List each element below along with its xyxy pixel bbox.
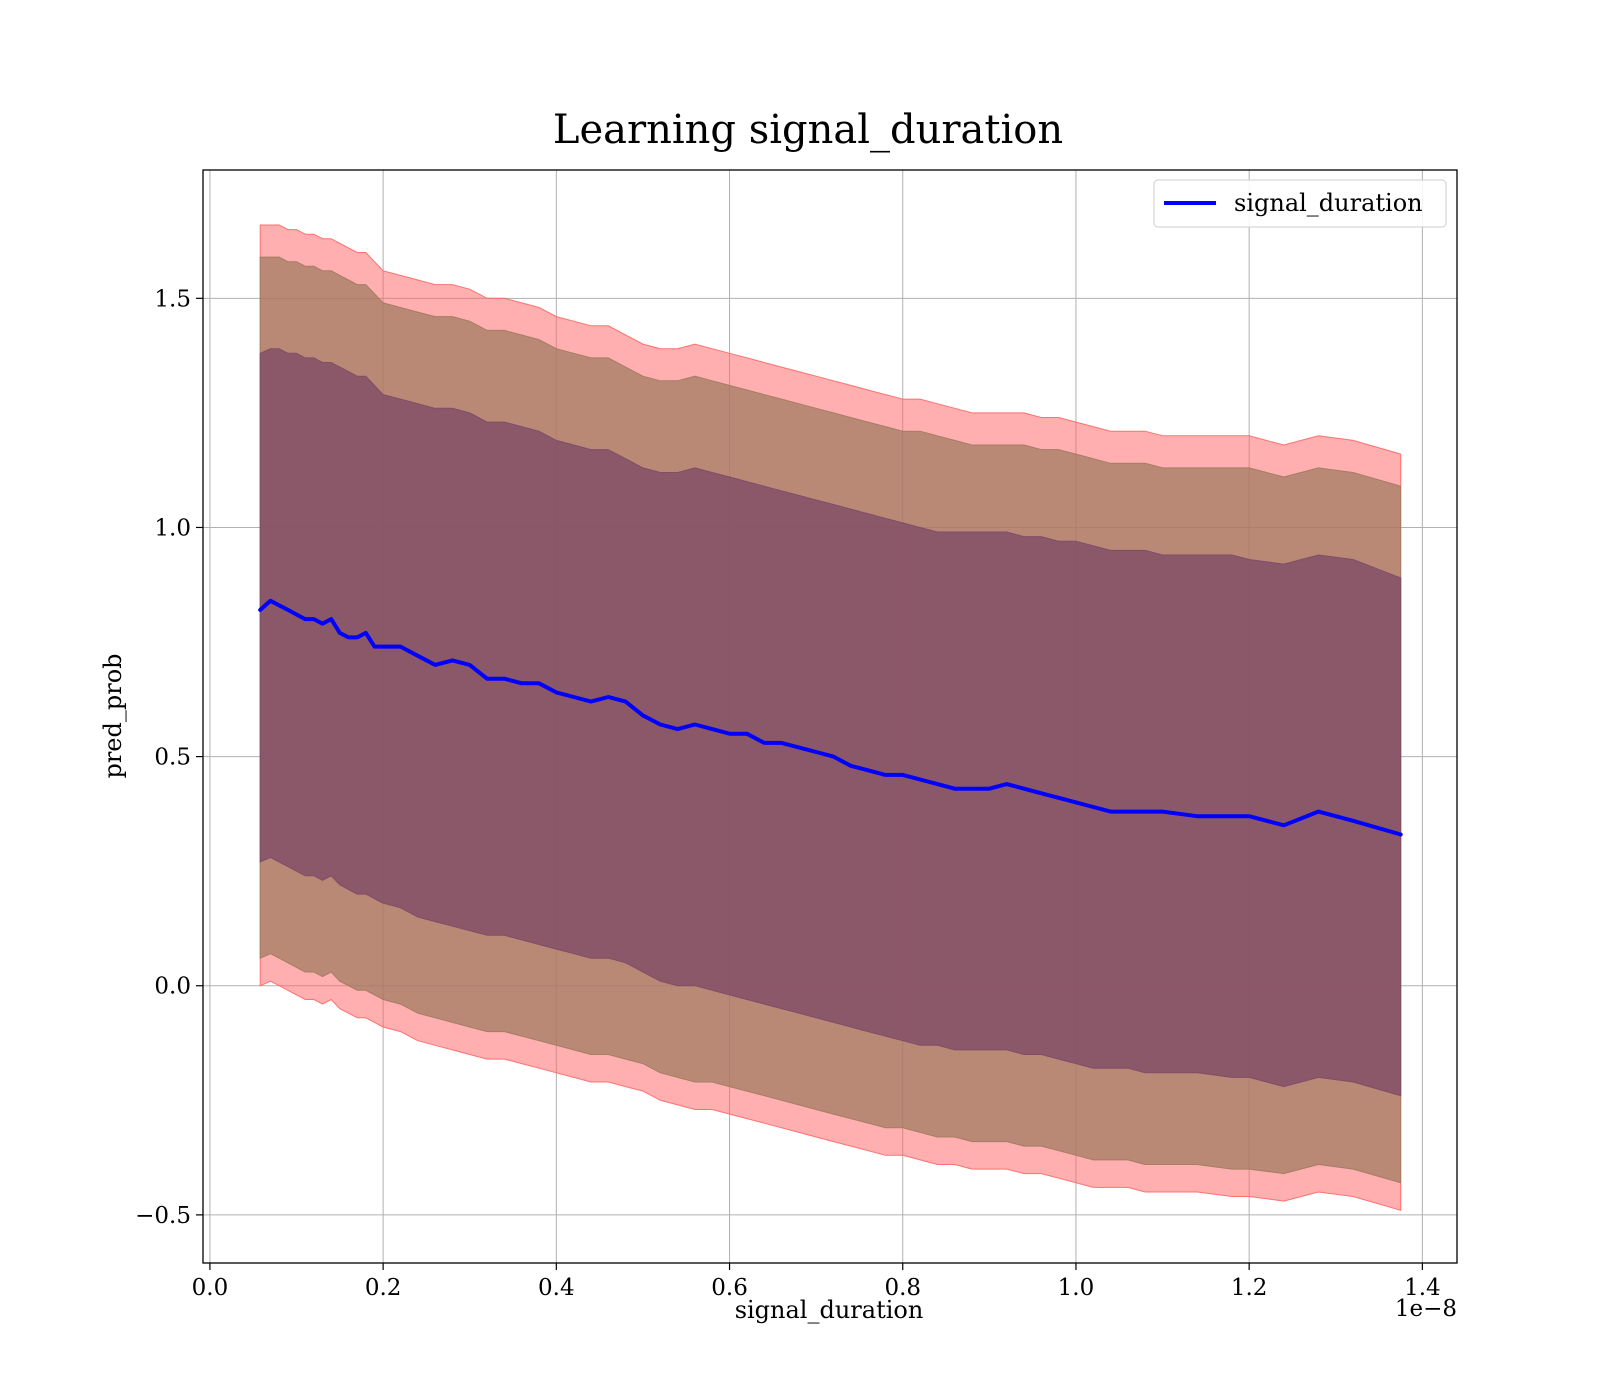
x-axis: 0.0 0.2 0.4 0.6 0.8 1.0 1.2 1.4 [192,1263,1441,1301]
band-layer [259,224,1402,1211]
x-tick-label: 0.0 [192,1275,229,1301]
y-tick-label: 1.0 [154,515,191,541]
y-tick-label: −0.5 [135,1203,191,1229]
chart-title: Learning signal_duration [553,107,1063,153]
x-tick-label: 1.2 [1231,1275,1268,1301]
legend: signal_duration [1153,179,1447,228]
x-tick-label: 0.8 [884,1275,921,1301]
series-line-signal_duration [258,598,1403,837]
confidence-band-3 [259,348,1402,1097]
y-tick-label: 0.5 [154,745,191,771]
y-axis-label: pred_prob [99,653,127,778]
x-axis-offset-label: 1e−8 [1395,1296,1457,1322]
x-axis-label: signal_duration [735,1296,924,1324]
plot-frame [202,169,1458,1264]
x-tick-label: 0.2 [365,1275,402,1301]
line-layer [258,598,1403,837]
x-tick-label: 1.4 [1404,1275,1441,1301]
y-tick-label: 1.5 [154,286,191,312]
y-tick-label: 0.0 [154,974,191,1000]
x-tick-label: 0.6 [711,1275,748,1301]
y-axis: −0.5 0.0 0.5 1.0 1.5 [135,286,203,1229]
legend-box [1153,179,1447,228]
x-tick-label: 1.0 [1058,1275,1095,1301]
x-tick-label: 0.4 [538,1275,575,1301]
legend-label: signal_duration [1234,189,1423,217]
